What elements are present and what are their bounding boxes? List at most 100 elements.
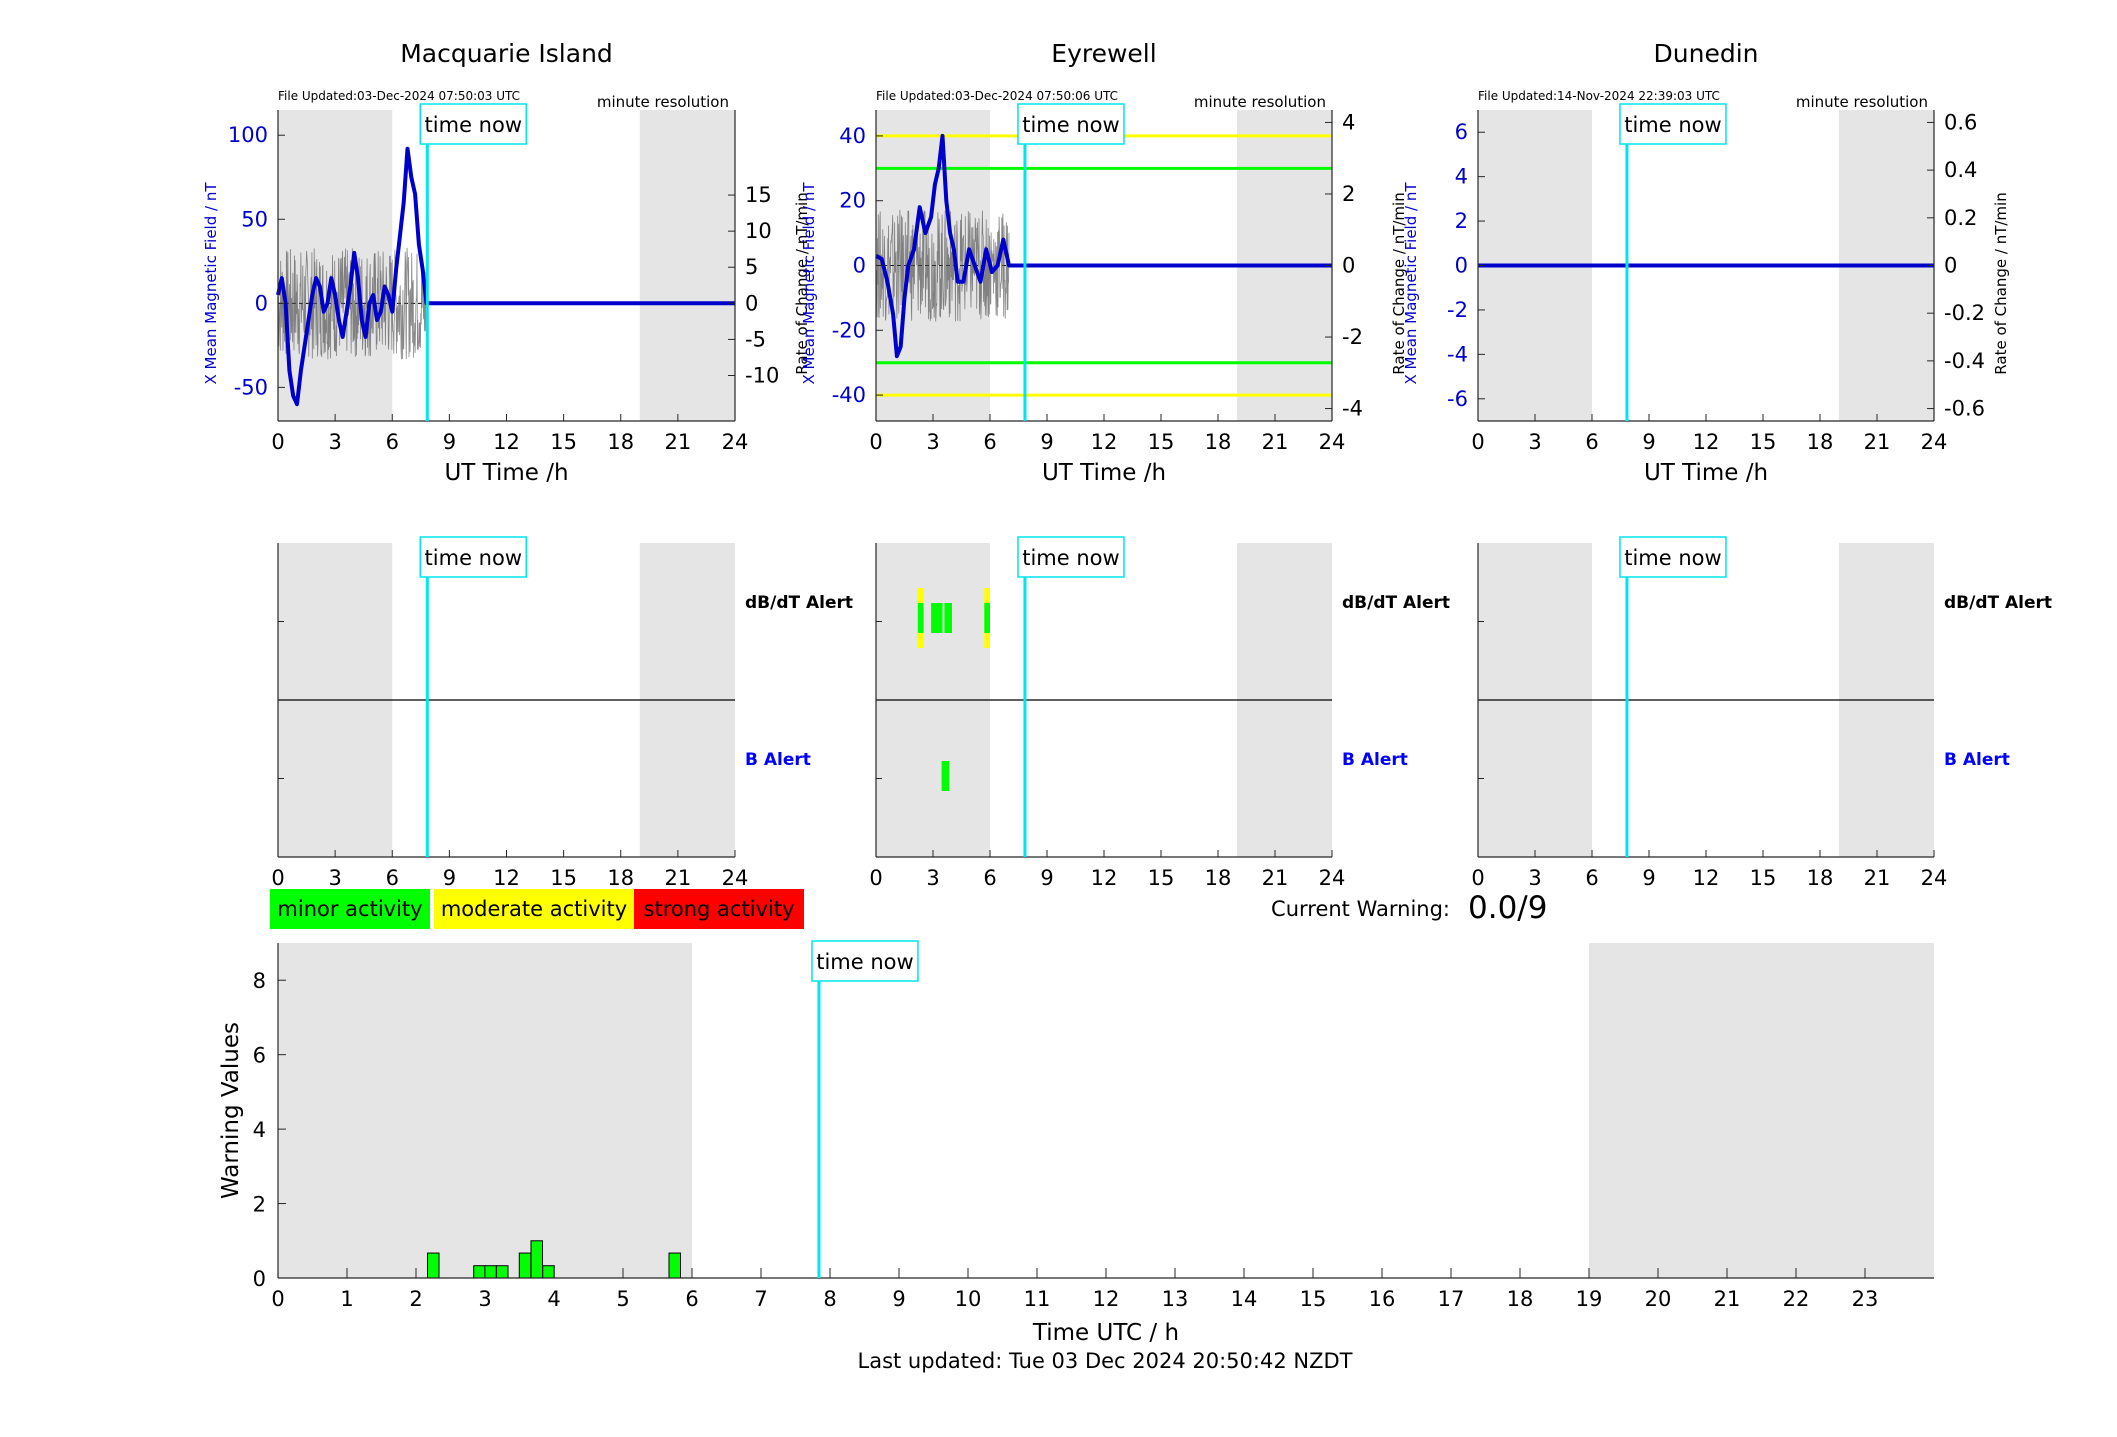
x-tick-label: 18	[607, 430, 634, 454]
x-tick-label: 18	[1205, 866, 1232, 890]
rate-of-change-trace	[875, 209, 1010, 322]
x-tick-label: 9	[1642, 430, 1655, 454]
x-tick-label: 3	[1528, 430, 1541, 454]
x-tick-label: 21	[1864, 866, 1891, 890]
y-tick-label-left: 20	[839, 189, 866, 213]
night-shading	[1589, 943, 1934, 1278]
time-now-label: time now	[1022, 546, 1119, 570]
mean-field-line	[276, 146, 735, 407]
station-plot-2: 0 3 6 9 12 15 18 21 24-6-4-20246-0.6-0.4-0.200.2…	[1402, 39, 2010, 486]
x-tick-label: 18	[1507, 1287, 1534, 1311]
x-tick-label: 19	[1576, 1287, 1603, 1311]
y-axis-label-left: X Mean Magnetic Field / nT	[1402, 182, 1420, 385]
dbdt-alert-label: dB/dT Alert	[1342, 593, 1450, 613]
alert-panel-0: 0 3 6 9 12 15 18 21 24 dB/dT Alert B Alert time now	[271, 536, 853, 890]
last-updated-footer: Last updated: Tue 03 Dec 2024 20:50:42 N…	[858, 1349, 1353, 1373]
x-tick-label: 24	[1921, 430, 1948, 454]
time-now-label: time now	[816, 950, 913, 974]
x-tick-label: 6	[1585, 866, 1598, 890]
time-now-box	[811, 940, 919, 982]
y-tick-label-left: 6	[1455, 120, 1468, 144]
y-tick-label: 2	[253, 1193, 266, 1217]
warning-chart: 0 1 2 3 4 5 6 7 8 9 10 11 12 13 14 15 16 17 18 19 20 21 22 2302…	[218, 940, 1934, 1346]
x-axis-label: Time UTC / h	[1032, 1320, 1179, 1346]
x-tick-label: 0	[1471, 430, 1484, 454]
x-tick-label: 3	[478, 1287, 491, 1311]
x-tick-label: 21	[1262, 430, 1289, 454]
y-tick-label-right: 5	[745, 255, 758, 279]
x-tick-label: 24	[722, 430, 749, 454]
x-tick-label: 15	[1750, 866, 1777, 890]
file-updated-label: File Updated:03-Dec-2024 07:50:03 UTC	[278, 89, 520, 103]
dbdt-alert-label: dB/dT Alert	[745, 593, 853, 613]
x-tick-label: 24	[1921, 866, 1948, 890]
warning-bar	[530, 1240, 543, 1279]
y-tick-label-left: -6	[1447, 387, 1468, 411]
x-tick-label: 3	[328, 866, 341, 890]
x-tick-label: 0	[869, 430, 882, 454]
legend-strong-label: strong activity	[644, 897, 795, 921]
x-tick-label: 0	[1471, 866, 1484, 890]
x-tick-label: 18	[1807, 430, 1834, 454]
y-tick-label-left: 50	[241, 207, 268, 231]
x-tick-label: 3	[926, 866, 939, 890]
resolution-label: minute resolution	[1194, 93, 1326, 111]
x-tick-label: 16	[1369, 1287, 1396, 1311]
y-tick-label-right: 0	[745, 291, 758, 315]
time-now-label: time now	[1022, 113, 1119, 137]
y-tick-label-left: -40	[832, 383, 866, 407]
y-tick-label-right: 15	[745, 183, 772, 207]
x-tick-label: 0	[271, 866, 284, 890]
x-tick-label: 24	[1319, 866, 1346, 890]
x-tick-label: 15	[550, 430, 577, 454]
y-tick-label-right: 0	[1342, 254, 1355, 278]
x-tick-label: 6	[386, 430, 399, 454]
y-tick-label: 6	[253, 1044, 266, 1068]
y-tick-label-left: 100	[228, 123, 268, 147]
y-tick-label-left: -4	[1447, 342, 1468, 366]
y-tick-label-right: 2	[1342, 182, 1355, 206]
dbdt-alert-block	[931, 603, 943, 633]
x-tick-label: 18	[1205, 430, 1232, 454]
current-warning-value: 0.0/9	[1468, 890, 1547, 926]
resolution-label: minute resolution	[597, 93, 729, 111]
dbdt-alert-block	[917, 603, 924, 633]
x-tick-label: 5	[616, 1287, 629, 1311]
x-tick-label: 9	[443, 430, 456, 454]
time-now-box	[1619, 103, 1727, 145]
station-plot-1: 0 3 6 9 12 15 18 21 24-40-2002040-4-2024Eyrewell…	[800, 39, 1408, 486]
legend-moderate-label: moderate activity	[441, 897, 627, 921]
station-title: Macquarie Island	[400, 39, 613, 68]
x-tick-label: 14	[1231, 1287, 1258, 1311]
b-alert-label: B Alert	[745, 750, 811, 770]
x-tick-label: 13	[1162, 1287, 1189, 1311]
y-tick-label-left: -20	[832, 318, 866, 342]
y-tick-label-right: -0.2	[1944, 301, 1985, 325]
time-now-box	[1017, 536, 1125, 578]
y-axis-label-right: Rate of Change / nT/min	[1390, 192, 1408, 374]
x-tick-label: 15	[1300, 1287, 1327, 1311]
legend-minor-label: minor activity	[277, 897, 422, 921]
activity-legend: minor activity moderate activity strong ac…	[270, 889, 804, 929]
y-tick-label-right: -10	[745, 363, 779, 387]
y-axis-label-right: Rate of Change / nT/min	[793, 192, 811, 374]
legend-minor-swatch	[270, 889, 430, 929]
x-tick-label: 1	[340, 1287, 353, 1311]
x-tick-label: 15	[1750, 430, 1777, 454]
b-alert-label: B Alert	[1342, 750, 1408, 770]
x-tick-label: 6	[1585, 430, 1598, 454]
y-tick-label-right: -0.4	[1944, 349, 1985, 373]
y-tick-label-left: 4	[1455, 165, 1468, 189]
time-now-label: time now	[425, 546, 522, 570]
time-now-label: time now	[1624, 113, 1721, 137]
x-tick-label: 12	[493, 430, 520, 454]
station-title: Dunedin	[1654, 39, 1759, 68]
x-tick-label: 22	[1783, 1287, 1810, 1311]
time-now-label: time now	[1624, 546, 1721, 570]
x-tick-label: 21	[1864, 430, 1891, 454]
y-tick-label-left: -50	[234, 375, 268, 399]
x-tick-label: 3	[926, 430, 939, 454]
current-warning-label: Current Warning:	[1271, 897, 1450, 921]
time-now-box	[1619, 536, 1727, 578]
